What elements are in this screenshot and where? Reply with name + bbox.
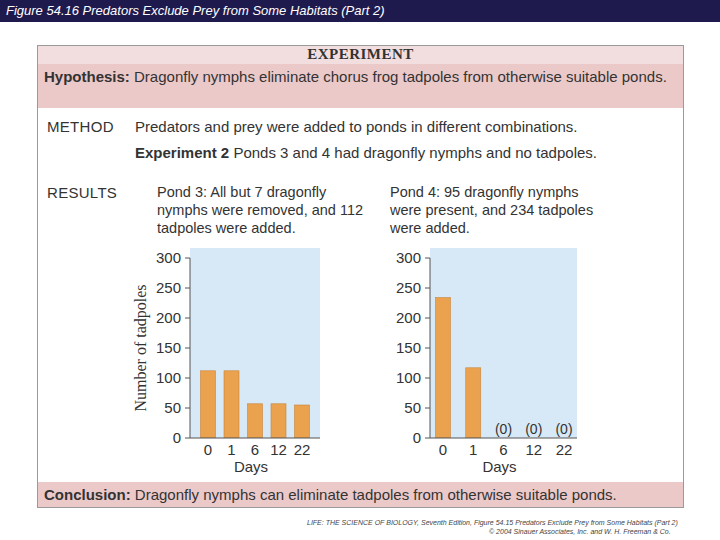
x-axis-label: Days (482, 458, 516, 475)
bar (224, 371, 239, 438)
experiment-text: Ponds 3 and 4 had dragonfly nymphs and n… (233, 144, 597, 161)
data-label: (0) (555, 421, 572, 437)
bar (271, 404, 286, 438)
y-tick-label: 0 (413, 429, 421, 446)
bar (436, 298, 451, 438)
charts: 0501001502002503000161222DaysNumber of t… (0, 0, 720, 540)
bar (201, 371, 216, 438)
chart-title: Pond 4: 95 dragonfly nymphs were present… (390, 183, 595, 237)
experiment-box (37, 45, 684, 508)
conclusion-text: Dragonfly nymphs can eliminate tadpoles … (135, 486, 617, 503)
x-tick-label: 0 (204, 441, 212, 458)
results-label: RESULTS (47, 184, 117, 201)
experiment-title: EXPERIMENT (38, 46, 683, 63)
bars (436, 298, 481, 438)
plot-background (430, 248, 577, 438)
bars (201, 371, 310, 438)
x-tick-label: 12 (270, 441, 287, 458)
y-tick-label: 250 (396, 279, 421, 296)
y-tick (425, 378, 430, 379)
x-axis-label: Days (234, 458, 268, 475)
x-tick-label: 0 (439, 441, 447, 458)
experiment-line: Experiment 2 Ponds 3 and 4 had dragonfly… (135, 144, 680, 162)
data-label: (0) (525, 421, 542, 437)
y-tick-label: 250 (156, 279, 181, 296)
y-tick (185, 408, 190, 409)
experiment-label: Experiment 2 (135, 144, 229, 161)
x-tick-label: 6 (499, 441, 507, 458)
y-tick (185, 378, 190, 379)
y-tick (425, 408, 430, 409)
y-tick (425, 438, 430, 439)
y-tick (425, 288, 430, 289)
y-tick-label: 0 (173, 429, 181, 446)
x-tick-label: 22 (556, 441, 573, 458)
x-tick-label: 1 (469, 441, 477, 458)
y-tick-label: 200 (396, 309, 421, 326)
y-tick (425, 318, 430, 319)
conclusion: Conclusion: Dragonfly nymphs can elimina… (44, 486, 674, 503)
y-tick (185, 438, 190, 439)
method-text: Predators and prey were added to ponds i… (135, 118, 680, 136)
y-tick-label: 200 (156, 309, 181, 326)
hypothesis: Hypothesis: Dragonfly nymphs eliminate c… (44, 67, 669, 86)
y-tick-label: 50 (404, 399, 421, 416)
credit-line: LIFE: THE SCIENCE OF BIOLOGY, Seventh Ed… (307, 519, 678, 526)
y-tick-label: 100 (396, 369, 421, 386)
y-axis-label: Number of tadpoles (132, 284, 150, 411)
bar (466, 368, 481, 438)
y-tick (185, 258, 190, 259)
x-tick-label: 22 (294, 441, 311, 458)
y-tick-label: 150 (156, 339, 181, 356)
y-tick (185, 348, 190, 349)
plot-background (190, 248, 320, 438)
x-axis (430, 438, 577, 439)
x-tick-label: 1 (227, 441, 235, 458)
x-tick-label: 12 (525, 441, 542, 458)
y-tick-label: 50 (164, 399, 181, 416)
y-tick-label: 150 (396, 339, 421, 356)
y-tick (425, 258, 430, 259)
bar (248, 404, 263, 438)
y-tick-label: 300 (396, 249, 421, 266)
y-tick (185, 318, 190, 319)
hypothesis-label: Hypothesis: (44, 68, 130, 85)
hypothesis-text: Dragonfly nymphs eliminate chorus frog t… (134, 68, 667, 85)
header-title: Figure 54.16 Predators Exclude Prey from… (6, 3, 385, 18)
y-tick-label: 100 (156, 369, 181, 386)
conclusion-label: Conclusion: (44, 486, 131, 503)
bar (295, 405, 310, 438)
chart-title: Pond 3: All but 7 dragonfly nymphs were … (157, 183, 369, 237)
method-label: METHOD (47, 118, 114, 135)
y-tick (185, 288, 190, 289)
x-axis (190, 438, 320, 439)
x-tick-label: 6 (251, 441, 259, 458)
y-tick-label: 300 (156, 249, 181, 266)
y-tick (425, 348, 430, 349)
credit-line: © 2004 Sinauer Associates, Inc. and W. H… (489, 528, 671, 535)
data-label: (0) (495, 421, 512, 437)
